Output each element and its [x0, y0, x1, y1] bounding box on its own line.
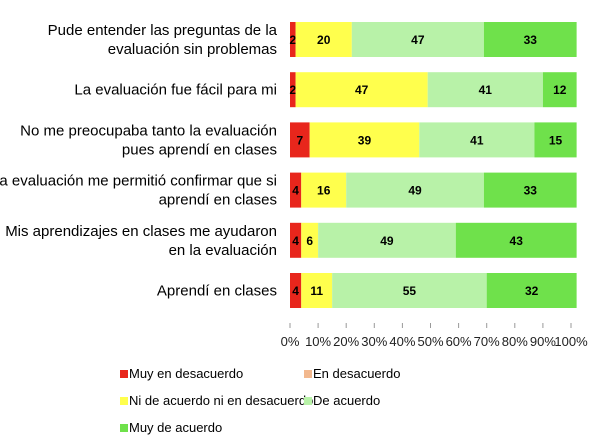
bar-segment	[290, 172, 302, 208]
bar-segment	[455, 222, 577, 258]
bars: 2 20 47 332 47 41 127 39 41 154 16 49 334 6 49 434 11 55 3…	[289, 22, 577, 308]
x-tick-label: 10%	[305, 334, 331, 349]
bar-value-label: 47	[411, 33, 425, 47]
legend-swatch	[304, 370, 312, 378]
category-label: Aprendí en clases	[157, 283, 277, 300]
category-label: Pude entender las preguntas de la evaluac…	[48, 22, 278, 58]
category-label: La evaluación fue fácil para mi	[74, 82, 277, 99]
bar-value-label: 7	[296, 133, 303, 147]
bar-segment	[534, 122, 577, 158]
bar-segment	[542, 72, 577, 108]
bar-segment	[290, 22, 296, 57]
x-tick-label: 80%	[502, 334, 528, 349]
bar-value-label: 33	[524, 184, 538, 198]
legend-label: Ni de acuerdo ni en desacuerdo	[129, 393, 313, 408]
bar-value-label: 47	[355, 83, 369, 97]
bar-value-label: 4	[292, 234, 299, 248]
bar-value-label: 33	[524, 33, 538, 47]
bar-value-label: 32	[525, 284, 539, 298]
bar-segment	[290, 122, 310, 158]
category-label: Mis aprendizajes en clases me ayudaron en…	[5, 223, 277, 259]
bar-value-label: 2	[289, 33, 296, 47]
x-tick-label: 30%	[361, 334, 387, 349]
x-tick-label: 60%	[446, 334, 472, 349]
bar-segment	[318, 222, 456, 258]
legend-label: De acuerdo	[313, 393, 380, 408]
category-labels: Pude entender las preguntas de la evaluac…	[0, 22, 278, 300]
x-tick-label: 100%	[554, 334, 588, 349]
x-tick-label: 90%	[530, 334, 556, 349]
bar-segment	[301, 172, 347, 208]
bar-value-label: 11	[310, 284, 323, 298]
x-tick-label: 0%	[281, 334, 300, 349]
legend-swatch	[120, 370, 128, 378]
bar-value-label: 16	[317, 184, 331, 198]
bar-value-label: 12	[553, 83, 567, 97]
x-tick-label: 40%	[389, 334, 415, 349]
bar-value-label: 15	[549, 133, 563, 147]
bar-segment	[290, 72, 296, 108]
legend-swatch	[120, 424, 128, 432]
bar-segment	[346, 172, 484, 208]
bar-segment	[419, 122, 535, 158]
bar-value-label: 49	[408, 184, 422, 198]
bar-value-label: 6	[306, 234, 313, 248]
bar-segment	[309, 122, 420, 158]
bar-segment	[427, 72, 543, 108]
bar-value-label: 41	[470, 133, 484, 147]
bar-segment	[301, 222, 319, 258]
bar-segment	[295, 72, 428, 108]
bar-segment	[290, 222, 302, 258]
bar-segment	[295, 22, 352, 57]
bar-value-label: 2	[289, 83, 296, 97]
bar-value-label: 39	[358, 133, 372, 147]
legend-label: Muy en desacuerdo	[129, 366, 243, 381]
category-label: No me preocupaba tanto la evaluación pues…	[20, 122, 277, 158]
bar-segment	[483, 22, 577, 57]
bar-value-label: 20	[317, 33, 331, 47]
bar-value-label: 43	[510, 234, 524, 248]
legend-swatch	[304, 397, 312, 405]
bar-segment	[332, 273, 487, 308]
bar-segment	[483, 172, 577, 208]
x-axis: 0% 10% 20% 30% 40% 50% 60% 70% 80% 90%100%	[281, 323, 588, 349]
bar-segment	[290, 273, 302, 308]
legend-swatch	[120, 397, 128, 405]
bar-segment	[351, 22, 484, 57]
legend-label: En desacuerdo	[313, 366, 400, 381]
bar-value-label: 4	[292, 184, 299, 198]
bar-segment	[301, 273, 333, 308]
x-tick-label: 70%	[474, 334, 500, 349]
bar-value-label: 41	[479, 83, 493, 97]
bar-value-label: 49	[380, 234, 394, 248]
bar-value-label: 55	[403, 284, 417, 298]
x-tick-label: 50%	[417, 334, 443, 349]
legend-label: Muy de acuerdo	[129, 420, 222, 435]
bar-segment	[486, 273, 577, 308]
bar-value-label: 4	[292, 284, 299, 298]
x-tick-label: 20%	[333, 334, 359, 349]
category-label: La evaluación me permitió confirmar que …	[0, 173, 277, 209]
